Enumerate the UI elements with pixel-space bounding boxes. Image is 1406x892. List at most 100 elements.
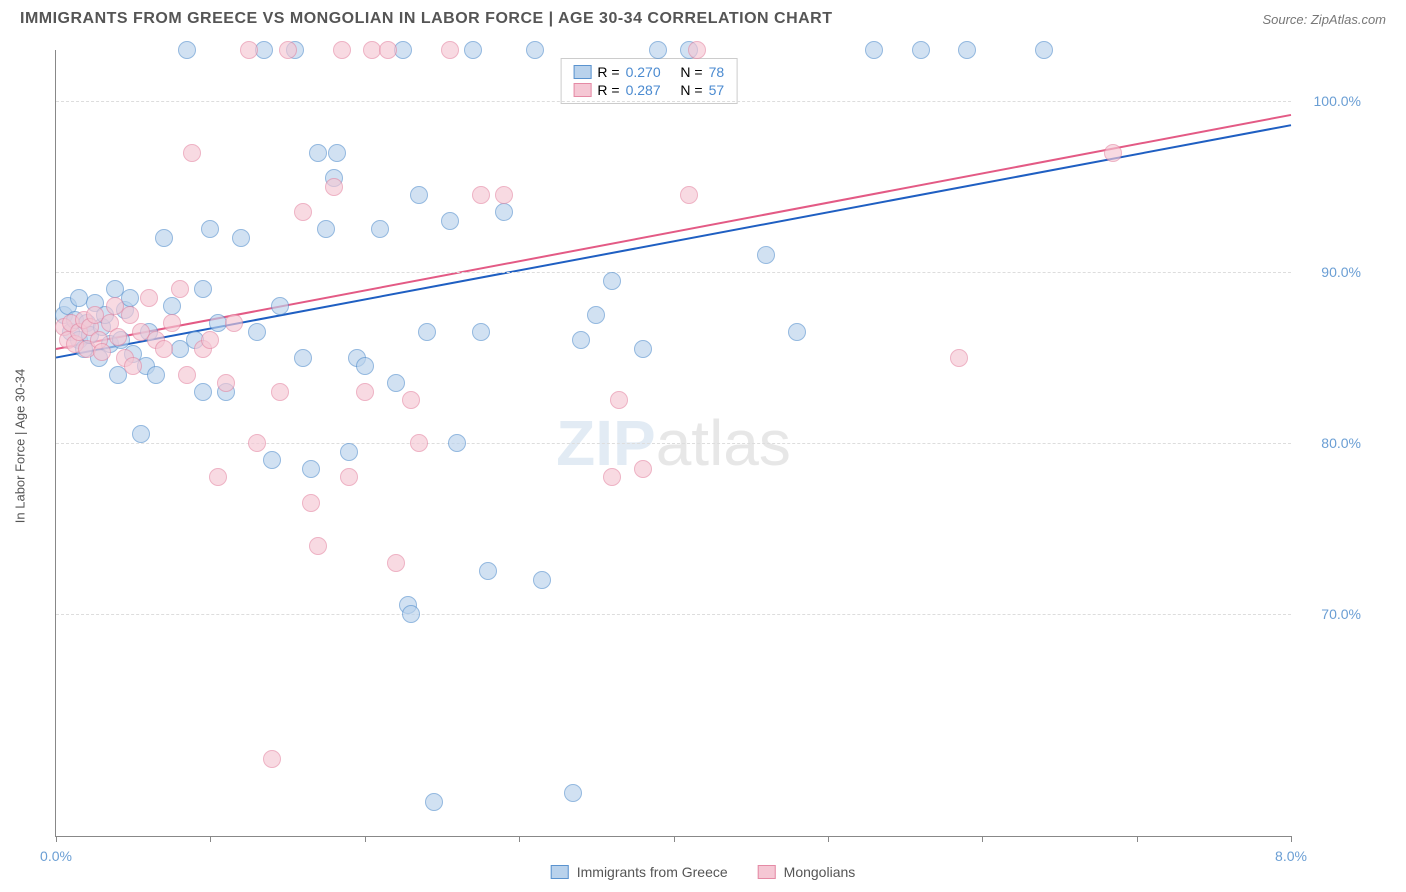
point-greece <box>317 220 335 238</box>
swatch-mongolians-icon <box>758 865 776 879</box>
x-tick <box>365 836 366 842</box>
point-mongolians <box>209 468 227 486</box>
gridline <box>56 272 1291 273</box>
point-mongolians <box>340 468 358 486</box>
r-value-greece: 0.270 <box>626 64 661 80</box>
legend-row-mongolians: R = 0.287 N = 57 <box>573 81 724 99</box>
point-greece <box>255 41 273 59</box>
point-greece <box>178 41 196 59</box>
point-mongolians <box>201 331 219 349</box>
point-mongolians <box>950 349 968 367</box>
point-greece <box>340 443 358 461</box>
legend-item-mongolians: Mongolians <box>758 864 856 880</box>
point-mongolians <box>441 41 459 59</box>
point-greece <box>418 323 436 341</box>
point-greece <box>572 331 590 349</box>
point-greece <box>294 349 312 367</box>
point-greece <box>356 357 374 375</box>
source-attribution: Source: ZipAtlas.com <box>1262 12 1386 27</box>
n-label: N = <box>680 64 702 80</box>
point-greece <box>757 246 775 264</box>
point-mongolians <box>302 494 320 512</box>
point-mongolians <box>109 328 127 346</box>
point-greece <box>402 605 420 623</box>
point-greece <box>472 323 490 341</box>
point-mongolians <box>124 357 142 375</box>
point-mongolians <box>183 144 201 162</box>
point-mongolians <box>217 374 235 392</box>
r-label: R = <box>597 64 619 80</box>
gridline <box>56 101 1291 102</box>
point-greece <box>495 203 513 221</box>
x-tick <box>828 836 829 842</box>
point-mongolians <box>93 343 111 361</box>
point-greece <box>479 562 497 580</box>
swatch-mongolians-icon <box>573 83 591 97</box>
chart-plot-area: ZIPatlas R = 0.270 N = 78 R = 0.287 N = … <box>55 50 1291 837</box>
y-tick-label: 80.0% <box>1321 435 1361 451</box>
point-mongolians <box>271 383 289 401</box>
point-greece <box>121 289 139 307</box>
point-greece <box>603 272 621 290</box>
point-mongolians <box>495 186 513 204</box>
point-greece <box>448 434 466 452</box>
point-greece <box>271 297 289 315</box>
swatch-greece-icon <box>573 65 591 79</box>
point-mongolians <box>263 750 281 768</box>
point-mongolians <box>140 289 158 307</box>
chart-title: IMMIGRANTS FROM GREECE VS MONGOLIAN IN L… <box>20 10 833 28</box>
correlation-legend: R = 0.270 N = 78 R = 0.287 N = 57 <box>560 58 737 104</box>
point-mongolians <box>279 41 297 59</box>
point-mongolians <box>333 41 351 59</box>
swatch-greece-icon <box>551 865 569 879</box>
point-greece <box>464 41 482 59</box>
point-greece <box>155 229 173 247</box>
point-greece <box>1035 41 1053 59</box>
point-greece <box>302 460 320 478</box>
point-greece <box>371 220 389 238</box>
point-mongolians <box>248 434 266 452</box>
point-greece <box>410 186 428 204</box>
x-tick-label: 8.0% <box>1275 848 1307 864</box>
point-mongolians <box>410 434 428 452</box>
point-greece <box>564 784 582 802</box>
point-mongolians <box>680 186 698 204</box>
x-tick <box>56 836 57 842</box>
point-mongolians <box>472 186 490 204</box>
gridline <box>56 443 1291 444</box>
point-greece <box>132 425 150 443</box>
point-greece <box>587 306 605 324</box>
chart-header: IMMIGRANTS FROM GREECE VS MONGOLIAN IN L… <box>0 0 1406 33</box>
r-label: R = <box>597 82 619 98</box>
point-mongolians <box>1104 144 1122 162</box>
point-mongolians <box>163 314 181 332</box>
legend-item-greece: Immigrants from Greece <box>551 864 728 880</box>
legend-label-mongolians: Mongolians <box>784 864 856 880</box>
y-tick-label: 70.0% <box>1321 606 1361 622</box>
x-tick <box>210 836 211 842</box>
point-greece <box>147 366 165 384</box>
x-tick <box>982 836 983 842</box>
point-mongolians <box>402 391 420 409</box>
point-mongolians <box>155 340 173 358</box>
point-greece <box>194 280 212 298</box>
point-greece <box>232 229 250 247</box>
point-greece <box>526 41 544 59</box>
point-greece <box>649 41 667 59</box>
n-value-greece: 78 <box>709 64 725 80</box>
r-value-mongolians: 0.287 <box>626 82 661 98</box>
point-greece <box>263 451 281 469</box>
point-greece <box>958 41 976 59</box>
point-mongolians <box>688 41 706 59</box>
point-mongolians <box>240 41 258 59</box>
point-mongolians <box>610 391 628 409</box>
point-mongolians <box>178 366 196 384</box>
point-greece <box>163 297 181 315</box>
legend-label-greece: Immigrants from Greece <box>577 864 728 880</box>
x-tick <box>1291 836 1292 842</box>
point-greece <box>394 41 412 59</box>
point-mongolians <box>356 383 374 401</box>
point-greece <box>865 41 883 59</box>
point-mongolians <box>121 306 139 324</box>
point-greece <box>248 323 266 341</box>
